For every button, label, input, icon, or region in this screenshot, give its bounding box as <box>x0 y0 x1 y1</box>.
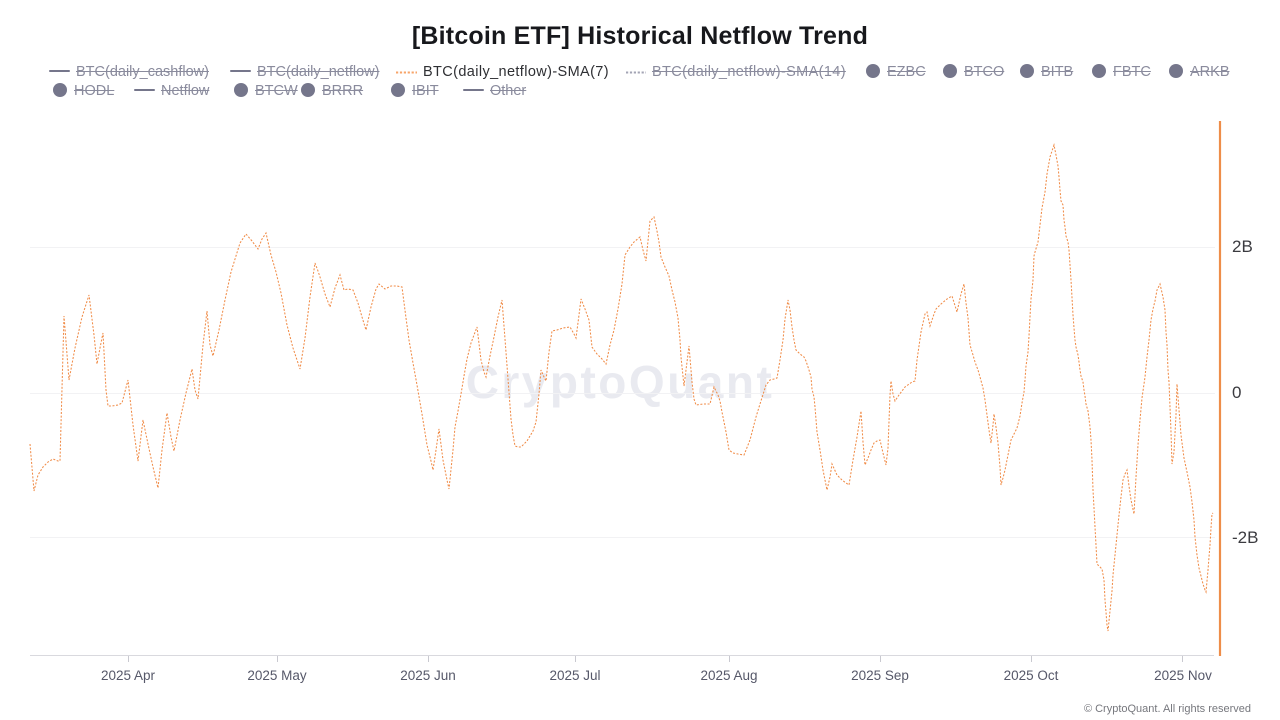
svg-text:2025 Nov: 2025 Nov <box>1154 668 1212 683</box>
svg-text:2025 Apr: 2025 Apr <box>101 668 156 683</box>
svg-text:2025 May: 2025 May <box>247 668 307 683</box>
svg-text:-2B: -2B <box>1232 528 1258 547</box>
svg-text:2025 Aug: 2025 Aug <box>700 668 757 683</box>
svg-text:2B: 2B <box>1232 237 1253 256</box>
svg-text:2025 Jun: 2025 Jun <box>400 668 456 683</box>
svg-text:© CryptoQuant. All rights rese: © CryptoQuant. All rights reserved <box>1084 703 1251 715</box>
svg-text:0: 0 <box>1232 383 1241 402</box>
svg-text:2025 Jul: 2025 Jul <box>549 668 600 683</box>
svg-text:2025 Sep: 2025 Sep <box>851 668 909 683</box>
svg-text:2025 Oct: 2025 Oct <box>1004 668 1059 683</box>
svg-text:CryptoQuant: CryptoQuant <box>466 356 775 408</box>
